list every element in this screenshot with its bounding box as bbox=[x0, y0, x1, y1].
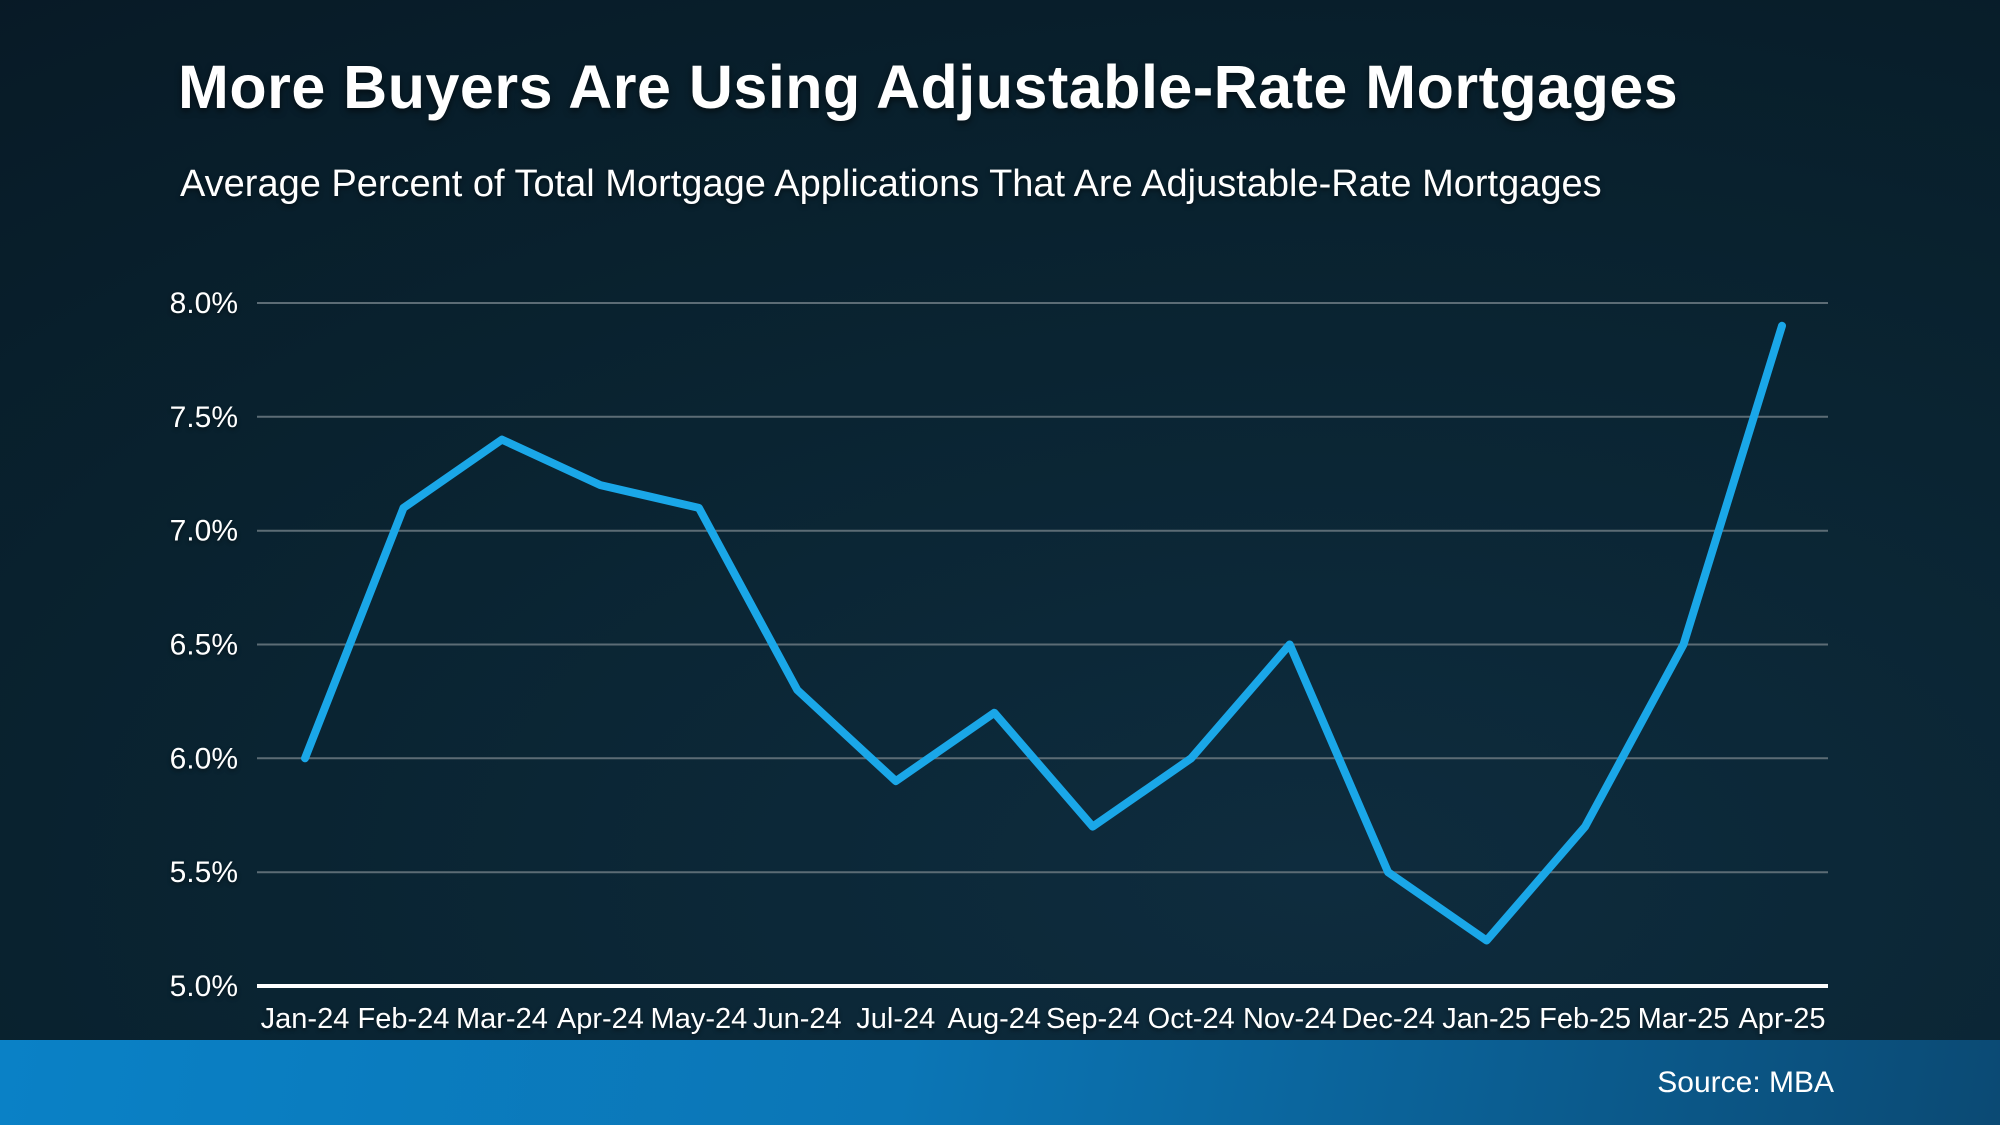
y-tick-label: 7.0% bbox=[170, 515, 238, 548]
y-tick-label: 8.0% bbox=[170, 287, 238, 320]
chart-title: More Buyers Are Using Adjustable-Rate Mo… bbox=[178, 53, 1679, 121]
x-tick-label: Mar-25 bbox=[1638, 1003, 1730, 1035]
x-tick-label: Nov-24 bbox=[1243, 1003, 1337, 1035]
footer-bar: Source: MBA bbox=[0, 1040, 2000, 1125]
x-tick-label: Jan-25 bbox=[1442, 1003, 1531, 1035]
x-tick-label: Jul-24 bbox=[856, 1003, 935, 1035]
data-line bbox=[301, 321, 1786, 945]
y-tick-label: 7.5% bbox=[170, 401, 238, 434]
x-tick-label: Feb-25 bbox=[1539, 1003, 1631, 1035]
y-tick-label: 5.5% bbox=[170, 856, 238, 889]
x-tick-label: Apr-24 bbox=[557, 1003, 644, 1035]
x-tick-label: Sep-24 bbox=[1046, 1003, 1140, 1035]
y-tick-label: 6.5% bbox=[170, 629, 238, 662]
x-tick-label: Mar-24 bbox=[456, 1003, 548, 1035]
source-label: Source: MBA bbox=[1657, 1066, 1834, 1099]
x-tick-label: Feb-24 bbox=[358, 1003, 450, 1035]
y-tick-label: 5.0% bbox=[170, 970, 238, 1003]
x-tick-label: Jan-24 bbox=[261, 1003, 350, 1035]
x-tick-label: Oct-24 bbox=[1148, 1003, 1235, 1035]
x-tick-label: Apr-25 bbox=[1738, 1003, 1825, 1035]
chart-subtitle: Average Percent of Total Mortgage Applic… bbox=[180, 163, 1602, 205]
x-tick-label: Jun-24 bbox=[753, 1003, 842, 1035]
x-tick-label: Dec-24 bbox=[1341, 1003, 1435, 1035]
y-tick-label: 6.0% bbox=[170, 742, 238, 775]
x-tick-label: May-24 bbox=[651, 1003, 748, 1035]
x-tick-label: Aug-24 bbox=[948, 1003, 1042, 1035]
